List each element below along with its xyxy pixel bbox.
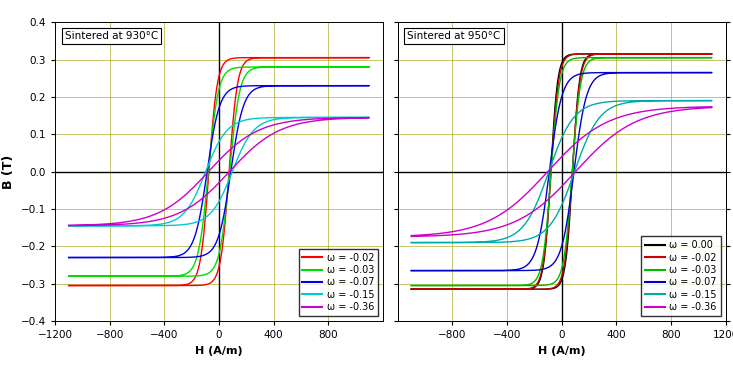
X-axis label: H (A/m): H (A/m)	[538, 346, 586, 356]
Y-axis label: B (T): B (T)	[2, 155, 15, 189]
X-axis label: H (A/m): H (A/m)	[195, 346, 243, 356]
Text: Sintered at 930°C: Sintered at 930°C	[65, 31, 158, 41]
Legend: ω = -0.02, ω = -0.03, ω = -0.07, ω = -0.15, ω = -0.36: ω = -0.02, ω = -0.03, ω = -0.07, ω = -0.…	[298, 249, 378, 316]
Legend: ω = 0.00, ω = -0.02, ω = -0.03, ω = -0.07, ω = -0.15, ω = -0.36: ω = 0.00, ω = -0.02, ω = -0.03, ω = -0.0…	[641, 236, 721, 316]
Text: Sintered at 950°C: Sintered at 950°C	[408, 31, 501, 41]
